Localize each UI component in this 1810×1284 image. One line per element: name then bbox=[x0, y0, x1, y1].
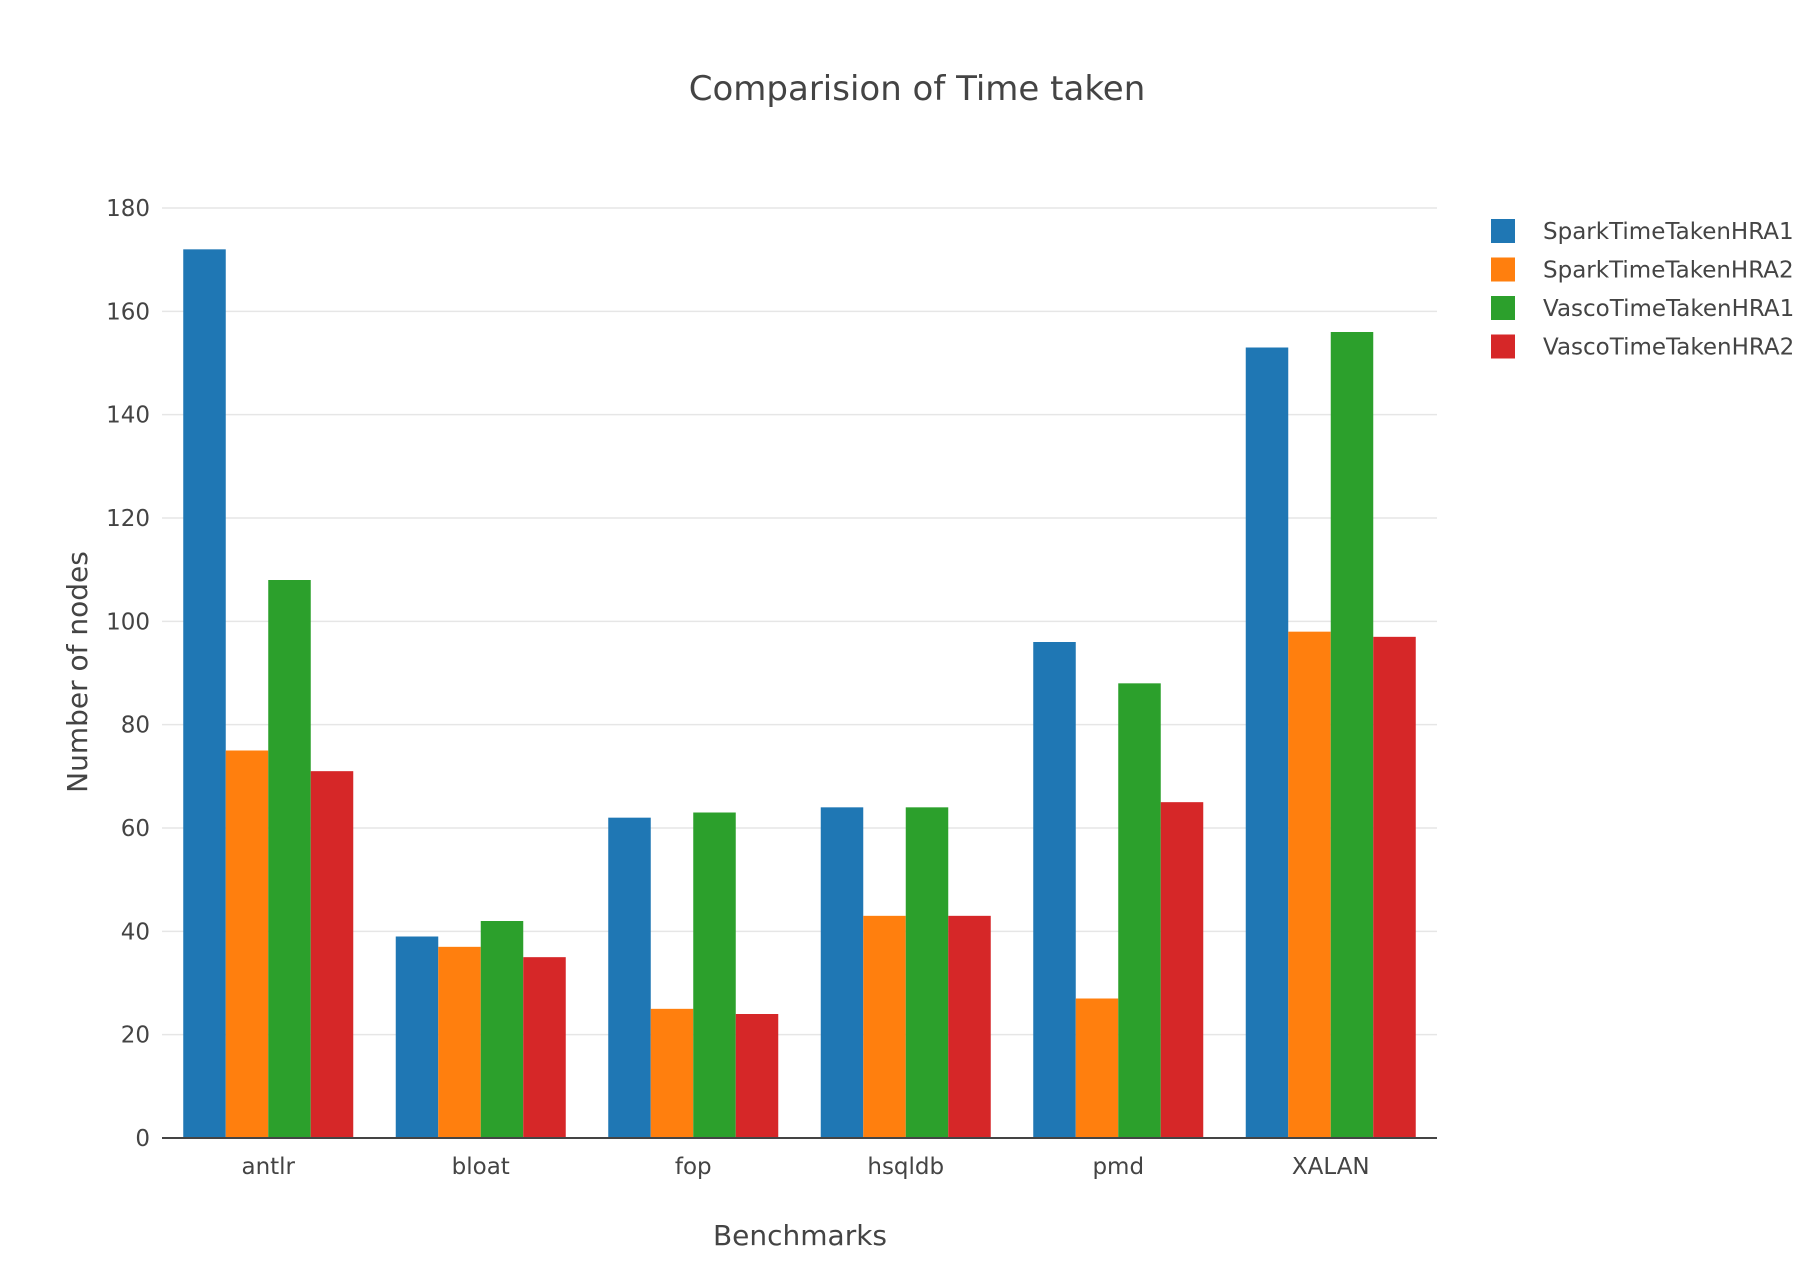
legend-label: VascoTimeTakenHRA1 bbox=[1543, 296, 1794, 322]
y-tick-label: 140 bbox=[106, 403, 150, 429]
y-tick-label: 160 bbox=[106, 299, 150, 325]
bar-antlr-VascoTimeTakenHRA1 bbox=[268, 580, 311, 1138]
y-tick-label: 0 bbox=[135, 1126, 150, 1152]
y-tick-label: 120 bbox=[106, 506, 150, 532]
bar-antlr-VascoTimeTakenHRA2 bbox=[310, 771, 354, 1138]
bar-bloat-SparkTimeTakenHRA1 bbox=[395, 936, 439, 1138]
y-tick-label: 20 bbox=[121, 1023, 150, 1049]
bar-bloat-SparkTimeTakenHRA2 bbox=[438, 946, 481, 1138]
legend-swatch bbox=[1491, 296, 1515, 320]
bar-fop-SparkTimeTakenHRA1 bbox=[608, 817, 651, 1138]
bar-pmd-SparkTimeTakenHRA2 bbox=[1075, 998, 1119, 1138]
x-tick-label: bloat bbox=[452, 1154, 510, 1180]
x-tick-label: antlr bbox=[241, 1154, 295, 1180]
bar-antlr-SparkTimeTakenHRA1 bbox=[183, 249, 226, 1139]
bar-XALAN-VascoTimeTakenHRA2 bbox=[1373, 636, 1416, 1138]
y-tick-label: 60 bbox=[121, 816, 150, 842]
bar-pmd-VascoTimeTakenHRA2 bbox=[1160, 802, 1204, 1138]
bar-pmd-SparkTimeTakenHRA1 bbox=[1033, 642, 1076, 1138]
bar-fop-SparkTimeTakenHRA2 bbox=[650, 1008, 694, 1138]
legend-swatch bbox=[1491, 334, 1515, 359]
legend: SparkTimeTakenHRA1 SparkTimeTakenHRA2 Vasc… bbox=[1491, 219, 1794, 361]
x-axis-title: Benchmarks bbox=[713, 1219, 887, 1252]
x-tick-label: fop bbox=[675, 1154, 712, 1180]
legend-label: SparkTimeTakenHRA2 bbox=[1543, 258, 1794, 284]
bar-bloat-VascoTimeTakenHRA2 bbox=[523, 957, 566, 1138]
bar-XALAN-SparkTimeTakenHRA1 bbox=[1245, 347, 1289, 1138]
x-tick-label: hsqldb bbox=[867, 1154, 944, 1180]
chart-title: Comparision of Time taken bbox=[689, 69, 1146, 109]
bar-hsqldb-VascoTimeTakenHRA1 bbox=[905, 807, 949, 1138]
bar-hsqldb-SparkTimeTakenHRA2 bbox=[863, 915, 906, 1138]
y-axis-title: Number of nodes bbox=[61, 551, 94, 793]
legend-swatch bbox=[1491, 257, 1515, 282]
bars bbox=[183, 249, 1416, 1139]
bar-XALAN-SparkTimeTakenHRA2 bbox=[1288, 631, 1331, 1138]
y-tick-label: 80 bbox=[121, 713, 150, 739]
bar-XALAN-VascoTimeTakenHRA1 bbox=[1330, 332, 1374, 1138]
x-tick-label: pmd bbox=[1092, 1154, 1144, 1180]
x-tick-label: XALAN bbox=[1292, 1154, 1370, 1180]
bar-fop-VascoTimeTakenHRA2 bbox=[735, 1014, 779, 1138]
gridlines bbox=[162, 207, 1437, 1036]
y-tick-label: 180 bbox=[106, 196, 150, 222]
bar-pmd-VascoTimeTakenHRA1 bbox=[1118, 683, 1161, 1138]
bar-hsqldb-SparkTimeTakenHRA1 bbox=[820, 807, 864, 1138]
bar-antlr-SparkTimeTakenHRA2 bbox=[225, 750, 269, 1138]
bar-fop-VascoTimeTakenHRA1 bbox=[693, 812, 736, 1138]
bar-bloat-VascoTimeTakenHRA1 bbox=[480, 921, 524, 1138]
legend-swatch bbox=[1491, 219, 1515, 243]
bar-hsqldb-VascoTimeTakenHRA2 bbox=[948, 915, 991, 1138]
y-axis-ticks: 0 20 40 60 80 100 120 140 160 180 bbox=[106, 196, 150, 1152]
y-tick-label: 100 bbox=[106, 609, 150, 635]
x-axis-ticks: antlr bloat fop hsqldb pmd XALAN bbox=[241, 1154, 1369, 1180]
y-tick-label: 40 bbox=[121, 919, 150, 945]
legend-label: SparkTimeTakenHRA1 bbox=[1543, 219, 1794, 245]
legend-label: VascoTimeTakenHRA2 bbox=[1543, 335, 1794, 361]
